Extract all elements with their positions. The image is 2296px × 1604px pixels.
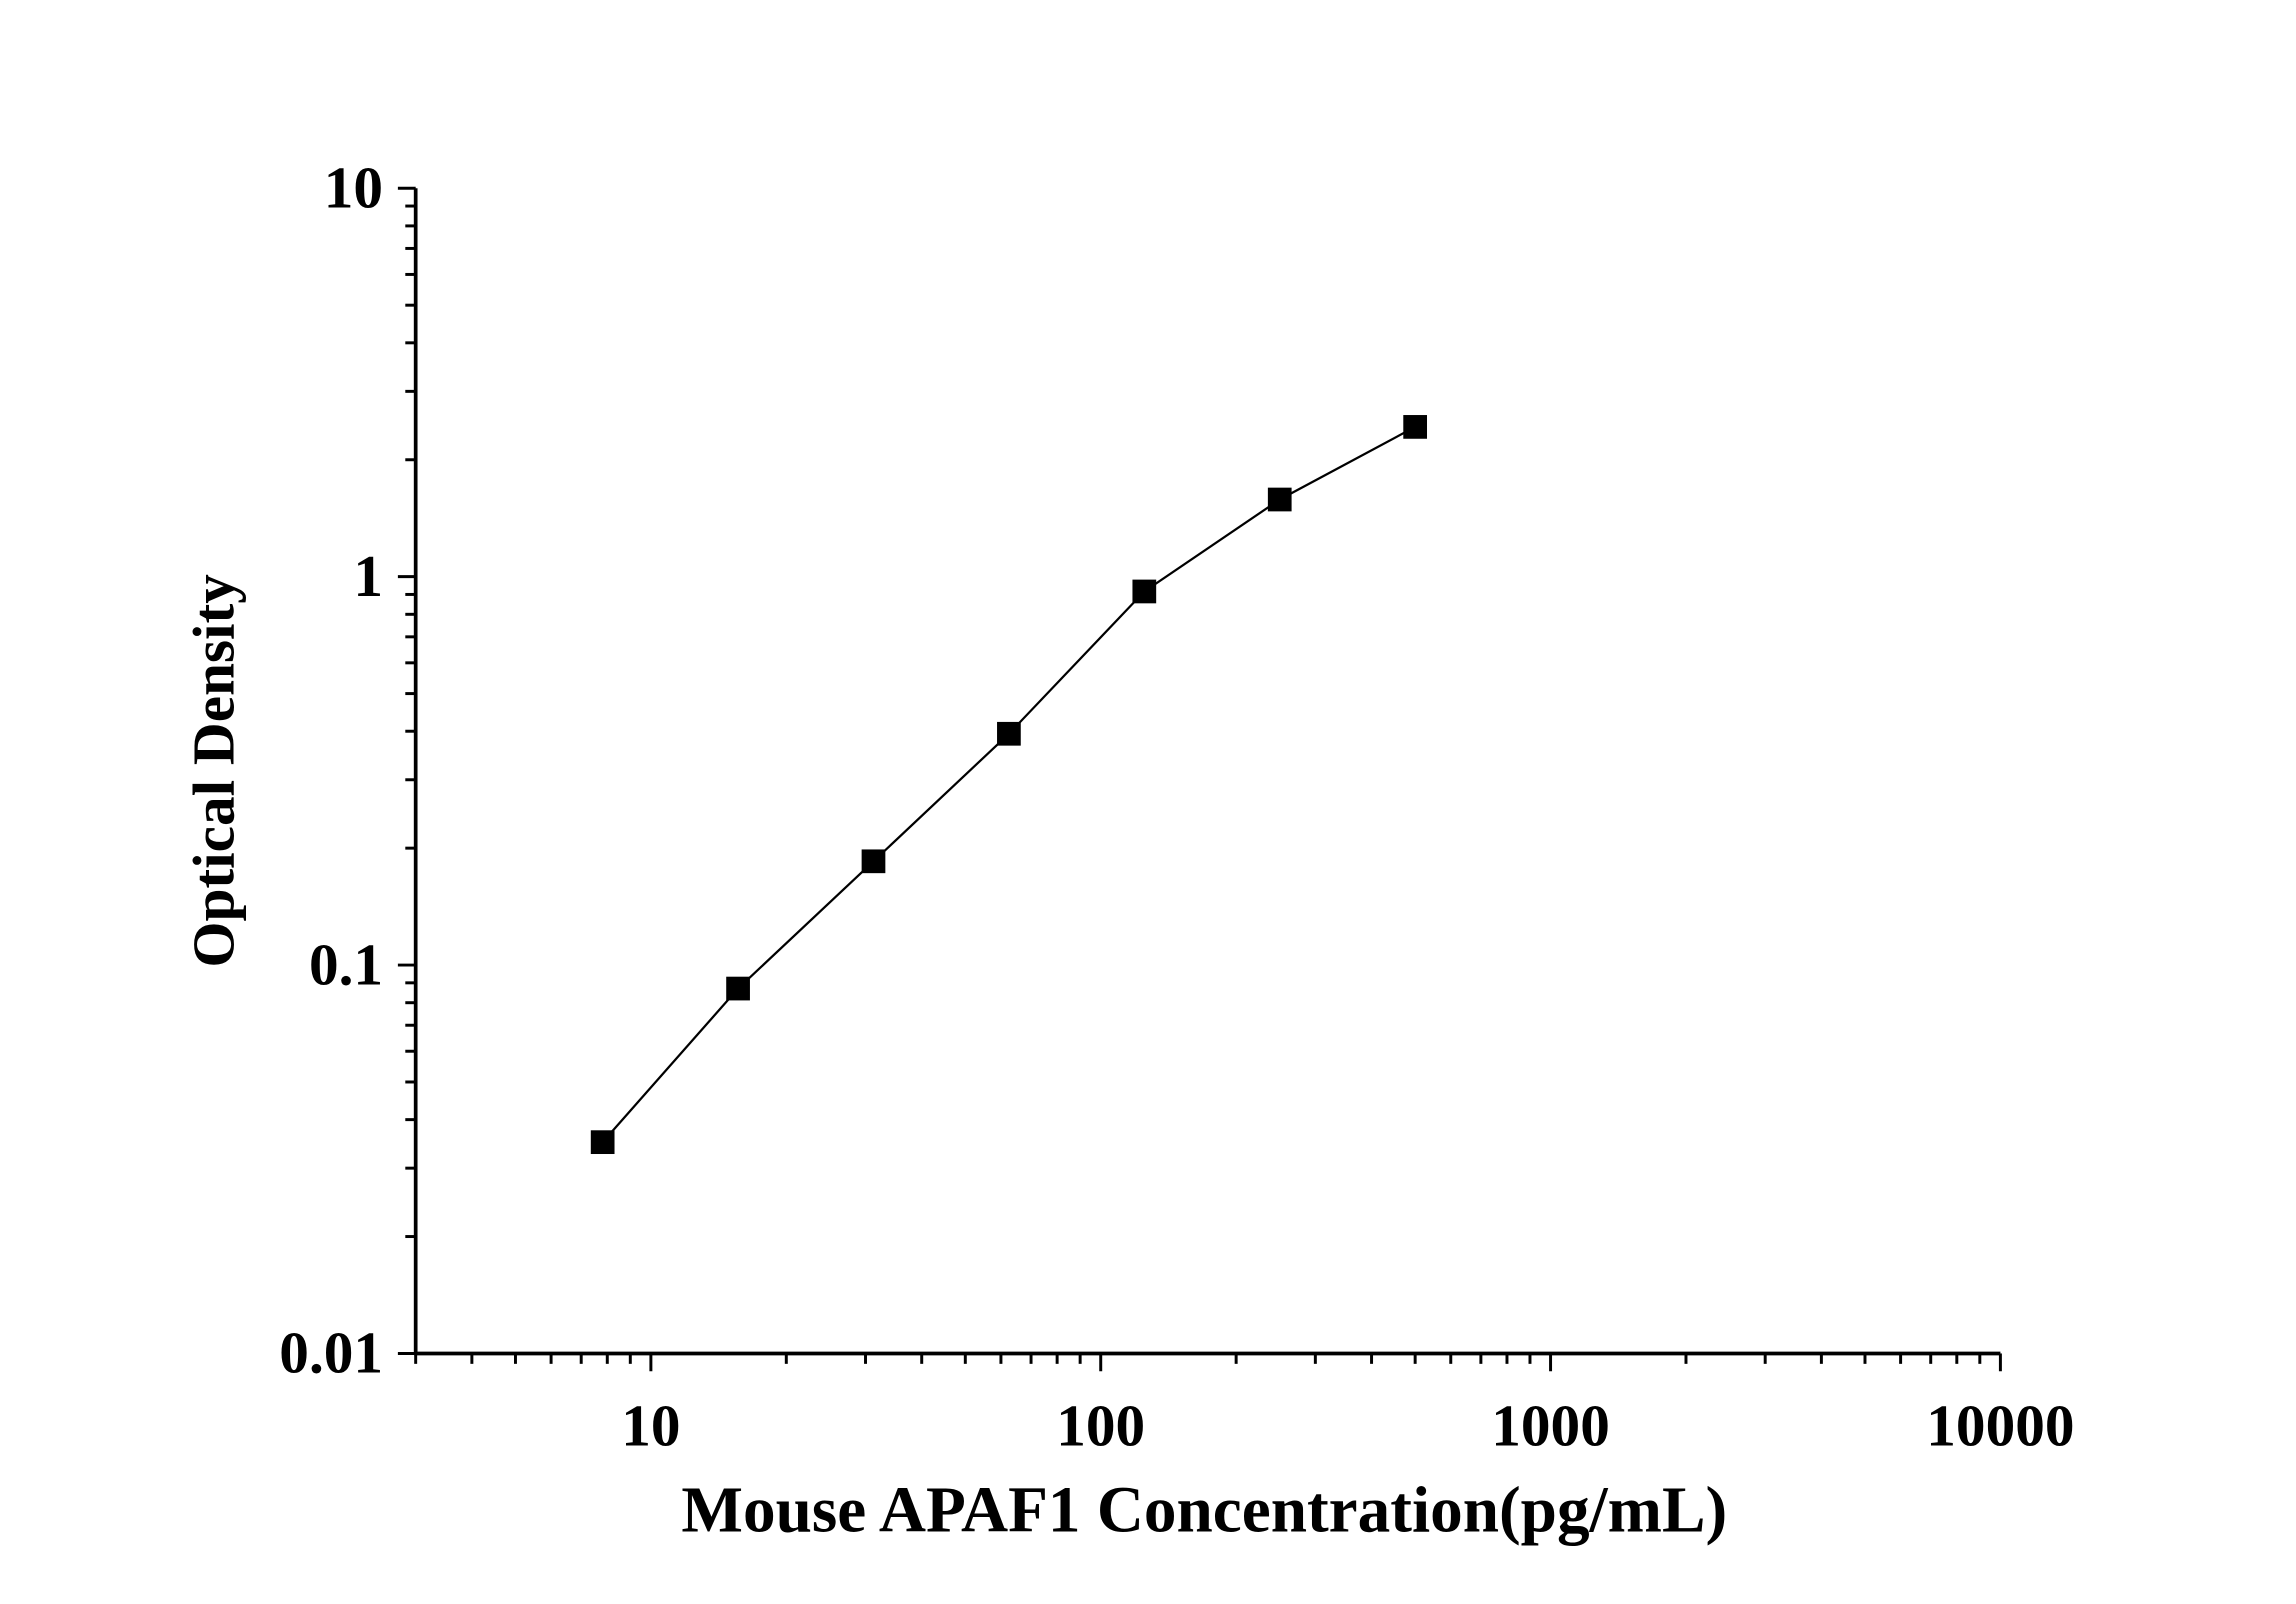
tick-labels: 10 100 1000 10000 0.01 0.1 1 10 <box>279 155 2074 1459</box>
x-tick-label: 1000 <box>1491 1392 1610 1458</box>
data-point <box>1132 579 1157 604</box>
y-tick-label: 0.1 <box>309 931 383 997</box>
y-tick-label: 1 <box>353 543 383 609</box>
data-point <box>726 976 750 1001</box>
data-point <box>861 849 886 874</box>
data-point <box>590 1130 615 1155</box>
x-tick-label: 100 <box>1056 1392 1145 1458</box>
y-tick-label: 0.01 <box>279 1320 383 1386</box>
plot-area <box>590 415 1428 1155</box>
axes <box>413 188 2001 1356</box>
ticks <box>397 186 2002 1372</box>
data-point <box>1403 415 1428 439</box>
y-axis-label: Optical Density <box>180 574 246 968</box>
data-point <box>1267 487 1292 512</box>
series-line <box>601 425 1416 1143</box>
data-point <box>997 721 1021 746</box>
x-tick-label: 10 <box>621 1392 680 1458</box>
x-axis-label: Mouse APAF1 Concentration(pg/mL) <box>681 1474 1727 1546</box>
y-tick-label: 10 <box>324 155 383 221</box>
x-tick-label: 10000 <box>1926 1392 2074 1458</box>
